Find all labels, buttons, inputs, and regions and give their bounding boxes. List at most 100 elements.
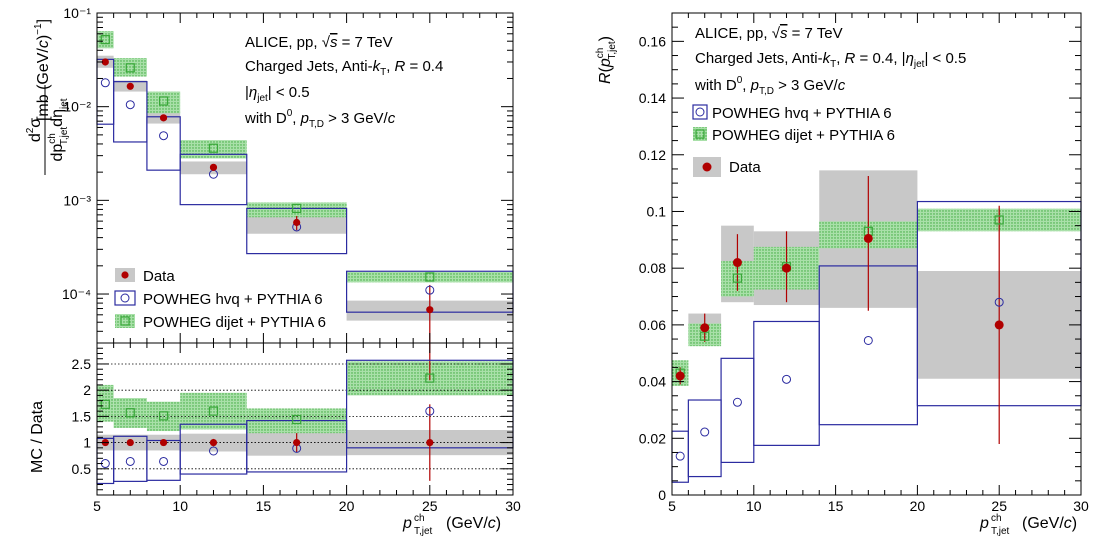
svg-text:p: p [979,515,989,532]
svg-text:ch: ch [414,513,425,524]
left-top-hvq-point [100,78,110,88]
right-ytick-label: 0.06 [639,317,666,333]
svg-text:T,jet: T,jet [414,526,433,537]
left-ratio-data-point [159,438,168,447]
left-ratio-dijet-band [180,392,247,430]
left-ratio-ytick-label: 2 [83,382,91,398]
right-ytick-label: 0 [658,487,666,503]
svg-text:dpchT,jetdηjet: dpchT,jetdηjet [47,98,70,161]
left-top-data-point [159,114,168,122]
svg-text:ALICE, pp, √s = 7 TeV: ALICE, pp, √s = 7 TeV [245,34,393,51]
right-hvq-point [863,335,873,345]
left-top-hvq-point [125,100,135,110]
left-ratio-data-point [126,438,134,447]
left-ratio-xtick-label: 30 [505,498,521,514]
legend-right-hvq-box [692,104,708,120]
legend-data-label: Data [143,268,175,285]
legend-right-hvq-marker [695,107,705,117]
left-top-dijet-point [208,143,219,153]
right-hvq-band [687,399,722,478]
svg-text:d2σ: d2σ [25,118,44,142]
right-xtick-label: 30 [1073,498,1089,514]
left-legend: Data POWHEG hvq + PYTHIA 6 POWHEG dijet … [114,268,326,331]
svg-text:|ηjet| < 0.5: |ηjet| < 0.5 [245,84,310,104]
right-xtick-label: 20 [910,498,926,514]
left-ratio-data-point [209,438,218,447]
left-top-hvq-band [146,116,181,171]
right-ytick-label: 0.12 [639,147,666,163]
legend-dijet-band [115,314,135,328]
right-legend: POWHEG hvq + PYTHIA 6 POWHEG dijet + PYT… [692,104,895,177]
left-top-hvq-band [246,207,348,255]
left-top-hvq-band [96,58,115,125]
left-ratio-dijet-point [425,373,435,383]
left-xlabel: p ch T,jet (GeV/c) [402,513,501,537]
left-top-hvq-band [113,81,148,143]
left-ratio-ytick-label: 2.5 [72,356,92,372]
left-ratio-dijet-point [100,399,110,409]
left-ratio-data-point [293,438,301,447]
right-xtick-label: 25 [991,498,1007,514]
left-top-data-point [293,218,301,227]
left-top-data-point [209,163,218,171]
left-top-ytick-label: 10⁻² [63,99,91,115]
svg-text:ALICE, pp, √s = 7 TeV: ALICE, pp, √s = 7 TeV [695,25,843,42]
left-top-dijet-band [180,140,247,159]
legend-dijet-marker [120,316,130,326]
left-top-ytick-label: 10⁻⁴ [62,286,91,302]
legend-hvq-marker [120,293,130,303]
legend-hvq-box [114,290,136,306]
left-top-dijet-band [113,58,147,77]
right-data-point [675,371,685,381]
left-ratio-frame [96,342,514,496]
right-ylabel: R(pchT,jet) [595,36,618,84]
right-hvq-point [732,397,742,407]
legend-right-dijet-label: POWHEG dijet + PYTHIA 6 [712,127,895,144]
left-ratio-dijet-point [125,408,135,418]
left-ratio-hvq-point [159,456,169,466]
right-xlabel: p ch T,jet (GeV/c) [979,513,1077,537]
left-top-data-point [126,82,134,90]
legend-right-data-marker [702,162,712,172]
right-hvq-point [994,297,1004,307]
left-top-dijet-band [146,91,181,114]
svg-text:Charged Jets, Anti-kT, R = 0.4: Charged Jets, Anti-kT, R = 0.4, |ηjet| <… [695,50,966,70]
left-ratio-dijet-point [208,406,219,416]
right-hvq-point [782,374,792,384]
left-ratio-hvq-point [425,406,435,416]
left-top-dijet-point [125,63,135,73]
right-data-point [994,320,1004,330]
legend-dijet-label: POWHEG dijet + PYTHIA 6 [143,314,326,331]
left-top-hvq-point [425,285,435,295]
right-ytick-label: 0.04 [639,374,666,390]
left-top-hvq-point [159,131,169,141]
left-ratio-ytick-label: 1 [83,435,91,451]
left-ratio-dijet-band [97,384,114,422]
axes-layer: 10⁻⁴ 10⁻³ 10⁻² 10⁻¹ 5 10 15 20 25 30 0.5 1 1.5 2 2.5 5 1… [62,5,1089,514]
svg-text:p: p [402,515,412,532]
right-dijet-point [700,331,710,341]
right-ytick-label: 0.02 [639,430,666,446]
left-ratio-ytick-label: 1.5 [72,408,92,424]
left-top-ytick-label: 10⁻¹ [63,5,91,21]
legend-right-data-label: Data [729,159,761,176]
right-hvq-point [675,451,685,461]
left-ratio-ytick-label: 0.5 [72,461,92,477]
right-data-point [700,323,710,333]
right-xtick-label: 15 [828,498,844,514]
svg-text:with D0, pT,D > 3 GeV/c: with D0, pT,D > 3 GeV/c [244,108,396,130]
left-annotation: ALICE, pp, √s = 7 TeV Charged Jets, Anti… [244,34,443,130]
right-data-point [782,263,792,273]
left-ratio-xtick-label: 10 [172,498,188,514]
left-ratio-dijet-point [292,414,302,425]
right-hvq-band [720,357,755,463]
svg-text:ch: ch [991,513,1002,524]
right-ytick-label: 0.16 [639,33,666,49]
svg-text:Charged Jets, Anti-kT, R = 0.4: Charged Jets, Anti-kT, R = 0.4 [245,58,443,78]
left-top-data-point [426,306,434,314]
left-ratio-xtick-label: 15 [256,498,272,514]
svg-text:T,jet: T,jet [991,526,1010,537]
right-data-point [863,233,873,243]
left-ratio-xtick-label: 20 [339,498,355,514]
